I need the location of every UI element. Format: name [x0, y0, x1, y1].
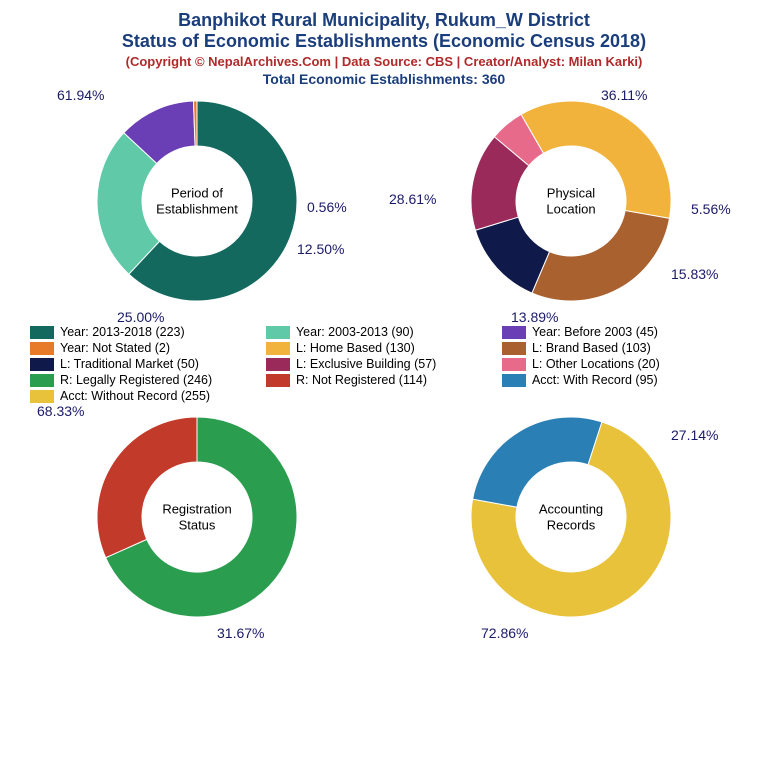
- legend-label: L: Traditional Market (50): [60, 357, 199, 371]
- pct-label: 28.61%: [389, 191, 436, 207]
- total-line: Total Economic Establishments: 360: [10, 71, 758, 87]
- pct-label: 13.89%: [511, 309, 558, 325]
- pct-label: 61.94%: [57, 87, 104, 103]
- legend-label: L: Brand Based (103): [532, 341, 651, 355]
- legend-swatch: [30, 390, 54, 403]
- pct-label: 25.00%: [117, 309, 164, 325]
- charts-row-1: Period of Establishment 61.94%25.00%12.5…: [10, 91, 758, 321]
- legend-swatch: [502, 374, 526, 387]
- legend-item: Year: Before 2003 (45): [502, 325, 738, 339]
- charts-row-2: Registration Status 68.33%31.67% Account…: [10, 407, 758, 637]
- legend-label: L: Other Locations (20): [532, 357, 660, 371]
- legend: Year: 2013-2018 (223) Year: 2003-2013 (90…: [10, 321, 758, 407]
- legend-swatch: [266, 358, 290, 371]
- legend-swatch: [502, 358, 526, 371]
- legend-item: R: Not Registered (114): [266, 373, 502, 387]
- legend-label: Acct: Without Record (255): [60, 389, 210, 403]
- legend-swatch: [266, 326, 290, 339]
- pct-label: 5.56%: [691, 201, 731, 217]
- legend-swatch: [502, 342, 526, 355]
- legend-swatch: [30, 374, 54, 387]
- chart-accounting: Accounting Records 72.86%27.14%: [391, 407, 751, 637]
- legend-label: Year: Not Stated (2): [60, 341, 170, 355]
- donut-center-label: Registration Status: [147, 501, 247, 532]
- legend-label: Year: 2013-2018 (223): [60, 325, 185, 339]
- title-line-2: Status of Economic Establishments (Econo…: [10, 31, 758, 52]
- donut-slice: [473, 417, 602, 507]
- pct-label: 72.86%: [481, 625, 528, 641]
- legend-item: Year: 2003-2013 (90): [266, 325, 502, 339]
- chart-registration: Registration Status 68.33%31.67%: [17, 407, 377, 637]
- donut-slice: [532, 211, 670, 301]
- pct-label: 15.83%: [671, 266, 718, 282]
- legend-swatch: [30, 342, 54, 355]
- legend-label: Year: 2003-2013 (90): [296, 325, 414, 339]
- legend-label: R: Not Registered (114): [296, 373, 427, 387]
- legend-item: Acct: With Record (95): [502, 373, 738, 387]
- legend-item: L: Other Locations (20): [502, 357, 738, 371]
- pct-label: 0.56%: [307, 199, 347, 215]
- legend-item: Year: 2013-2018 (223): [30, 325, 266, 339]
- legend-label: R: Legally Registered (246): [60, 373, 212, 387]
- chart-location: Physical Location 36.11%28.61%13.89%15.8…: [391, 91, 751, 321]
- donut-center-label: Period of Establishment: [147, 185, 247, 216]
- legend-label: Acct: With Record (95): [532, 373, 658, 387]
- pct-label: 36.11%: [601, 87, 647, 103]
- donut-slice: [97, 417, 197, 558]
- legend-item: L: Exclusive Building (57): [266, 357, 502, 371]
- pct-label: 31.67%: [217, 625, 264, 641]
- header: Banphikot Rural Municipality, Rukum_W Di…: [10, 10, 758, 87]
- legend-swatch: [30, 326, 54, 339]
- legend-item: R: Legally Registered (246): [30, 373, 266, 387]
- title-line-1: Banphikot Rural Municipality, Rukum_W Di…: [10, 10, 758, 31]
- legend-item: L: Home Based (130): [266, 341, 502, 355]
- legend-item: L: Traditional Market (50): [30, 357, 266, 371]
- chart-period: Period of Establishment 61.94%25.00%12.5…: [17, 91, 377, 321]
- legend-swatch: [266, 374, 290, 387]
- legend-swatch: [266, 342, 290, 355]
- donut-center-label: Accounting Records: [521, 501, 621, 532]
- legend-swatch: [502, 326, 526, 339]
- copyright-line: (Copyright © NepalArchives.Com | Data So…: [10, 54, 758, 69]
- pct-label: 12.50%: [297, 241, 344, 257]
- legend-item: L: Brand Based (103): [502, 341, 738, 355]
- legend-label: L: Home Based (130): [296, 341, 415, 355]
- legend-item: Year: Not Stated (2): [30, 341, 266, 355]
- legend-label: Year: Before 2003 (45): [532, 325, 658, 339]
- legend-swatch: [30, 358, 54, 371]
- legend-item: Acct: Without Record (255): [30, 389, 266, 403]
- pct-label: 27.14%: [671, 427, 718, 443]
- donut-center-label: Physical Location: [521, 185, 621, 216]
- pct-label: 68.33%: [37, 403, 84, 419]
- legend-label: L: Exclusive Building (57): [296, 357, 436, 371]
